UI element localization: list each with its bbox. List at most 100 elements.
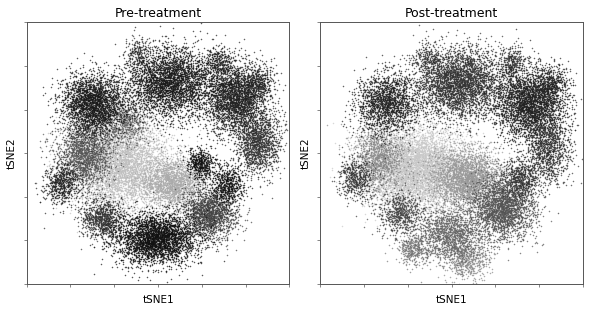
Point <box>59 162 68 167</box>
Point <box>460 236 469 241</box>
Point <box>438 168 448 173</box>
Point <box>96 120 106 125</box>
Point <box>115 115 124 119</box>
Point <box>253 85 263 90</box>
Point <box>109 190 118 195</box>
Point <box>428 58 438 63</box>
Point <box>508 89 517 94</box>
Point <box>84 188 93 193</box>
Point <box>516 190 526 195</box>
Point <box>84 141 94 146</box>
Point <box>90 162 99 167</box>
Point <box>256 137 266 142</box>
Point <box>490 184 499 189</box>
Point <box>536 146 546 151</box>
Point <box>77 196 87 201</box>
Point <box>57 176 66 181</box>
Point <box>521 212 530 217</box>
Point <box>348 178 358 183</box>
Point <box>252 152 261 157</box>
Point <box>176 170 185 175</box>
Point <box>162 83 172 88</box>
Point <box>139 75 149 80</box>
Point <box>155 182 164 187</box>
Point <box>191 225 201 230</box>
Point <box>202 199 212 204</box>
Point <box>542 86 552 91</box>
Point <box>140 231 149 236</box>
Point <box>95 164 104 169</box>
Point <box>529 123 539 128</box>
Point <box>213 69 222 74</box>
Point <box>498 199 507 204</box>
Point <box>109 227 118 232</box>
Point <box>391 198 400 203</box>
Point <box>211 212 221 217</box>
Point <box>107 230 116 235</box>
Point <box>222 175 232 180</box>
Point <box>89 106 99 111</box>
Point <box>507 121 516 126</box>
Point <box>418 168 427 173</box>
Point <box>77 154 86 158</box>
Point <box>360 176 369 181</box>
Point <box>94 169 103 174</box>
Point <box>84 93 94 98</box>
Point <box>164 197 173 202</box>
Point <box>70 107 80 112</box>
Point <box>96 109 106 114</box>
Point <box>505 238 514 243</box>
Point <box>384 183 393 188</box>
Point <box>126 51 136 56</box>
Point <box>202 109 212 114</box>
Point <box>68 176 78 181</box>
Point <box>399 83 409 88</box>
Point <box>156 85 165 90</box>
Point <box>142 244 151 249</box>
Point <box>536 123 546 128</box>
Point <box>519 89 528 94</box>
Point <box>473 263 483 268</box>
Point <box>158 163 168 168</box>
Point <box>125 158 135 163</box>
Point <box>520 85 529 90</box>
Point <box>146 162 155 167</box>
Point <box>526 77 536 82</box>
Point <box>224 110 234 115</box>
Point <box>385 160 395 165</box>
Point <box>160 134 169 139</box>
Point <box>195 81 205 86</box>
Point <box>449 157 458 162</box>
Point <box>178 236 188 241</box>
Point <box>189 85 199 90</box>
Point <box>166 184 175 189</box>
Point <box>527 83 536 88</box>
Point <box>391 136 401 141</box>
Point <box>379 156 389 161</box>
Point <box>426 164 435 169</box>
Point <box>230 69 240 74</box>
Point <box>163 64 173 69</box>
Point <box>375 170 385 175</box>
Point <box>433 93 442 98</box>
Point <box>168 97 177 102</box>
Point <box>112 261 121 266</box>
Point <box>534 73 543 78</box>
Point <box>100 119 110 124</box>
Point <box>171 86 180 91</box>
Point <box>153 98 163 103</box>
Point <box>418 115 428 120</box>
Point <box>388 100 397 105</box>
Point <box>129 92 139 97</box>
Point <box>550 98 559 103</box>
Point <box>379 144 389 149</box>
Point <box>82 150 91 155</box>
Point <box>489 121 499 126</box>
Point <box>106 210 116 215</box>
Point <box>421 79 431 84</box>
Point <box>527 143 536 148</box>
Point <box>256 117 266 122</box>
Point <box>99 136 109 141</box>
Point <box>486 212 495 217</box>
Point <box>546 86 556 91</box>
